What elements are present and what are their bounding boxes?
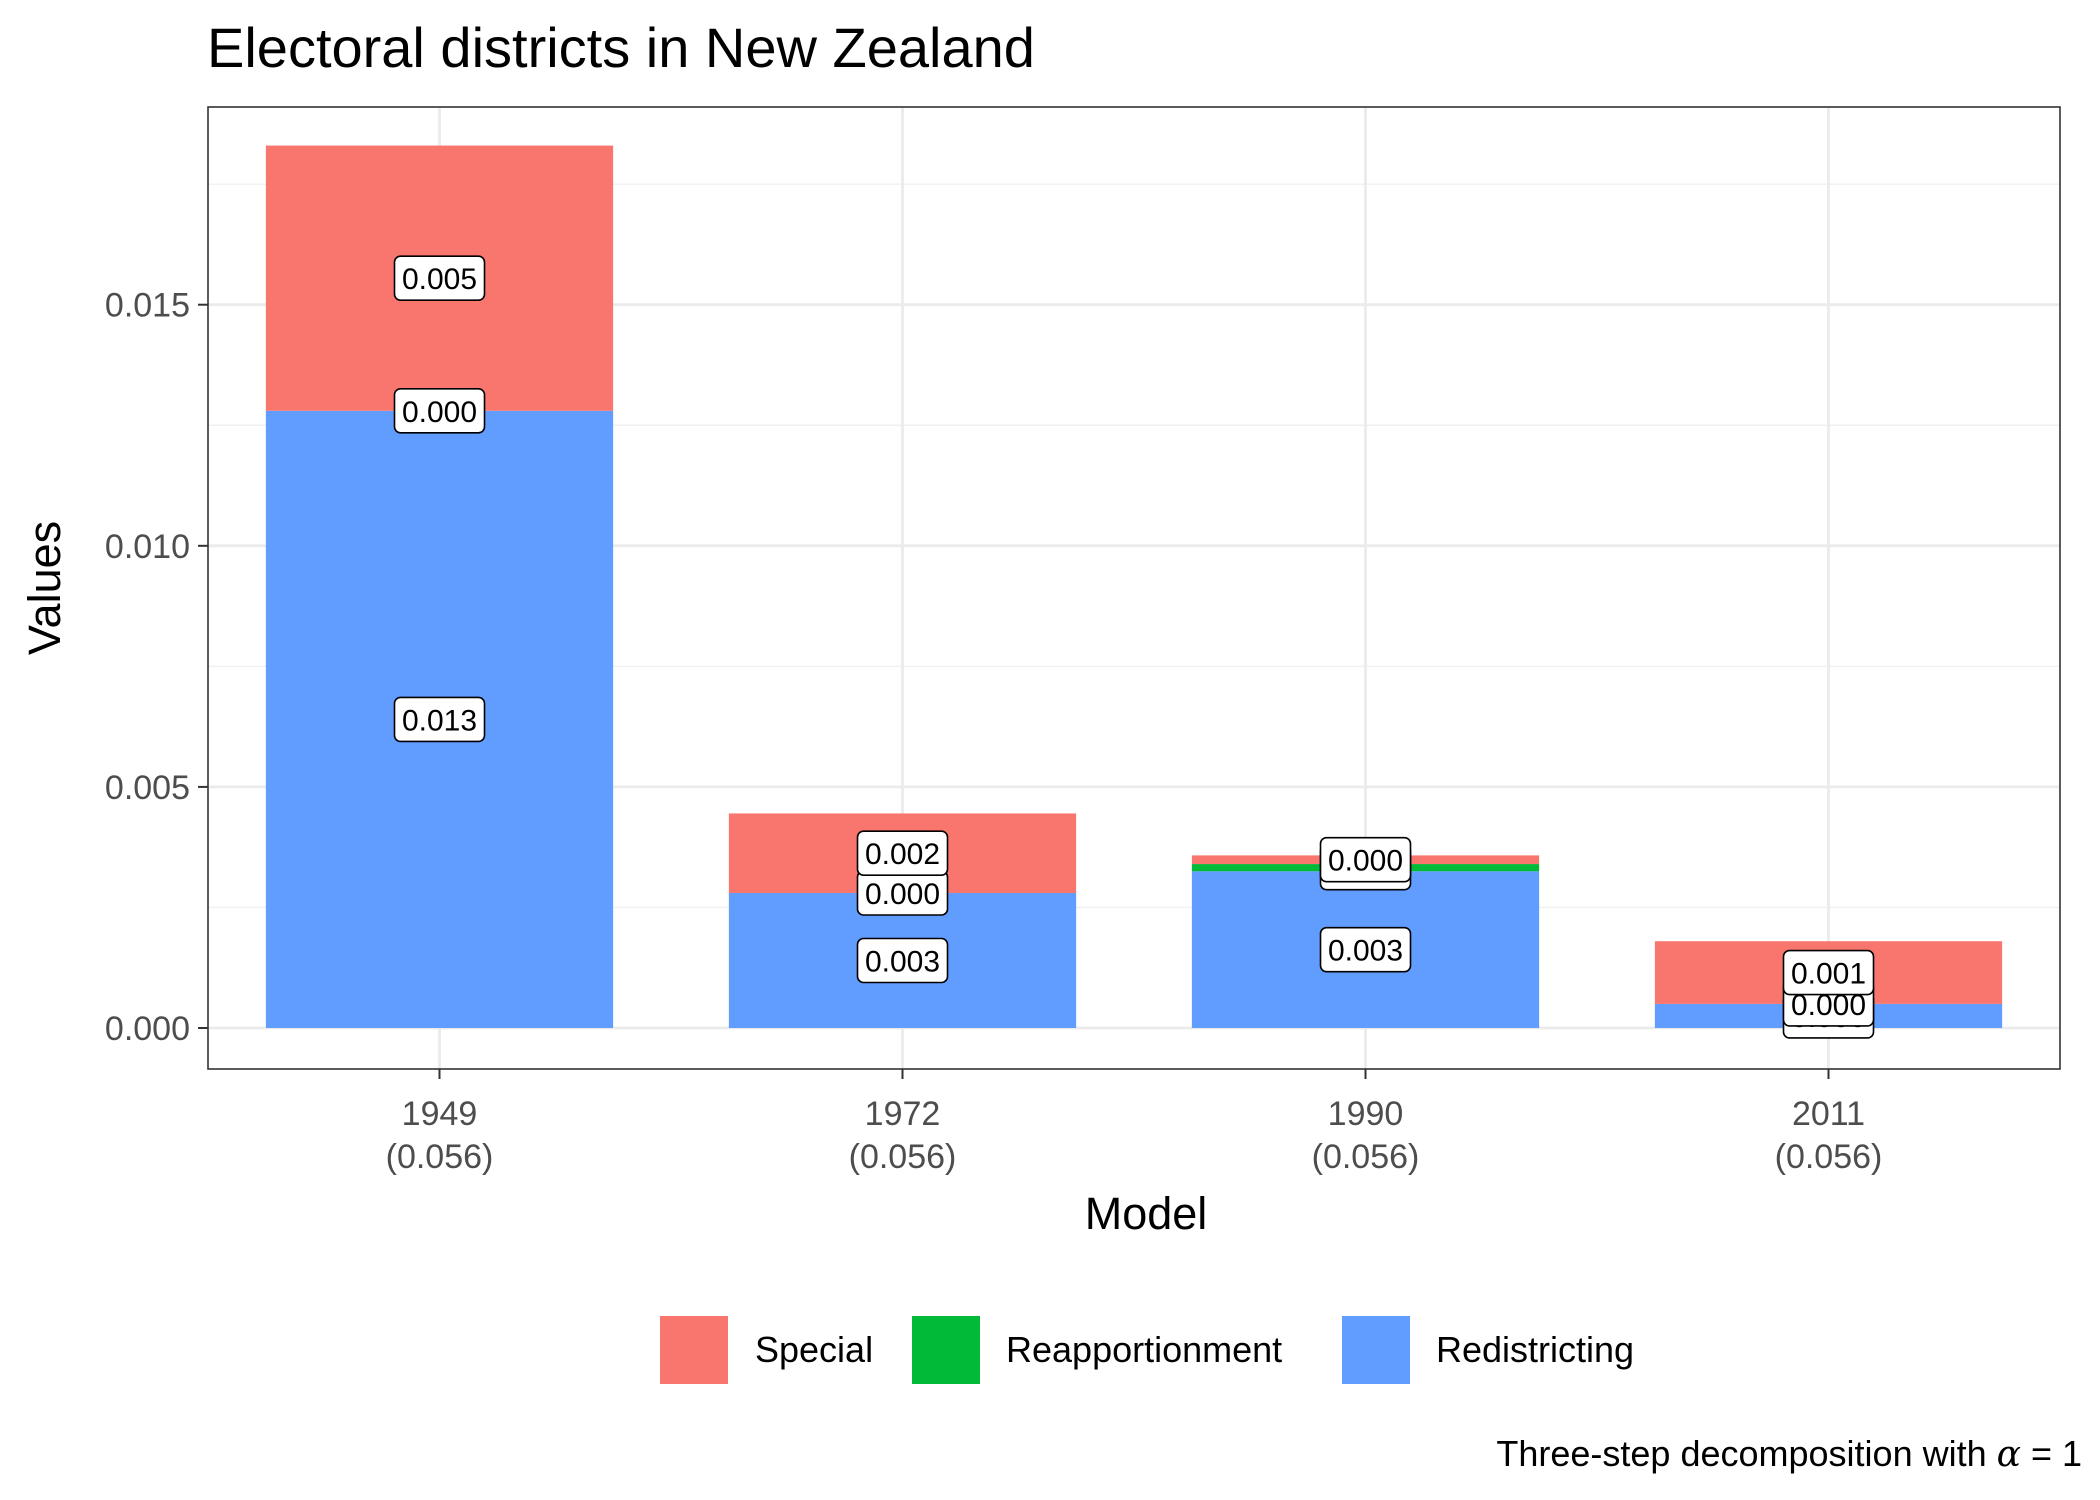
data-label: 0.003	[1328, 935, 1403, 968]
x-tick-sublabel: (0.056)	[1312, 1138, 1420, 1176]
y-tick-label: 0.015	[105, 287, 190, 325]
legend-key-reapportionment	[912, 1316, 980, 1384]
data-label: 0.002	[865, 838, 940, 871]
data-label: 0.001	[1791, 958, 1866, 991]
x-tick-sublabel: (0.056)	[1775, 1138, 1883, 1176]
data-label: 0.005	[402, 263, 477, 296]
data-label-box	[856, 830, 949, 877]
x-tick-sublabel: (0.056)	[386, 1138, 494, 1176]
legend-label: Redistricting	[1436, 1329, 1634, 1370]
y-tick-label: 0.005	[105, 769, 190, 807]
data-label-box	[393, 255, 486, 301]
plot-border	[207, 106, 2061, 1070]
caption-prefix: Three-step decomposition with	[1496, 1433, 1996, 1474]
data-label-box	[1319, 836, 1412, 883]
x-tick-label: 1949	[402, 1095, 478, 1133]
caption-symbol: α	[1997, 1434, 2021, 1475]
caption-suffix: = 1	[2021, 1433, 2082, 1474]
y-axis-title: Values	[19, 521, 70, 655]
legend-label: Special	[755, 1329, 873, 1370]
legend: Special Reapportionment Redistricting	[660, 1316, 1634, 1384]
data-label-box	[856, 937, 949, 984]
legend-label: Reapportionment	[1006, 1329, 1282, 1370]
y-tick-label: 0.010	[105, 528, 190, 566]
x-axis-title: Model	[1085, 1188, 1208, 1239]
y-axis: 0.000 0.005 0.010 0.015	[105, 287, 208, 1048]
data-label: 0.013	[402, 704, 477, 737]
legend-key-special	[660, 1316, 728, 1384]
legend-key-redistricting	[1342, 1316, 1410, 1384]
data-label-box	[1782, 949, 1875, 996]
data-label-box	[393, 387, 486, 434]
x-tick-label: 2011	[1792, 1095, 1865, 1133]
data-label-box	[1319, 926, 1412, 973]
x-axis: 1949 (0.056) 1972 (0.056) 1990 (0.056) 2011 (0.…	[386, 1069, 1883, 1176]
data-label: 0.000	[1328, 845, 1403, 878]
data-labels: 0.013 0.000 0.005 0.003 0.000 0.002 0.003 0.000…	[393, 255, 1875, 1039]
x-tick-label: 1990	[1328, 1095, 1404, 1133]
caption: Three-step decomposition with α = 1	[1496, 1433, 2082, 1475]
data-label: 0.003	[865, 946, 940, 979]
data-label-box	[393, 696, 486, 743]
x-tick-sublabel: (0.056)	[849, 1138, 957, 1176]
x-tick-label: 1972	[865, 1095, 941, 1133]
y-tick-label: 0.000	[105, 1010, 190, 1048]
chart-title: Electoral districts in New Zealand	[207, 16, 1035, 79]
data-label: 0.000	[402, 396, 477, 429]
data-label: 0.000	[865, 878, 940, 911]
